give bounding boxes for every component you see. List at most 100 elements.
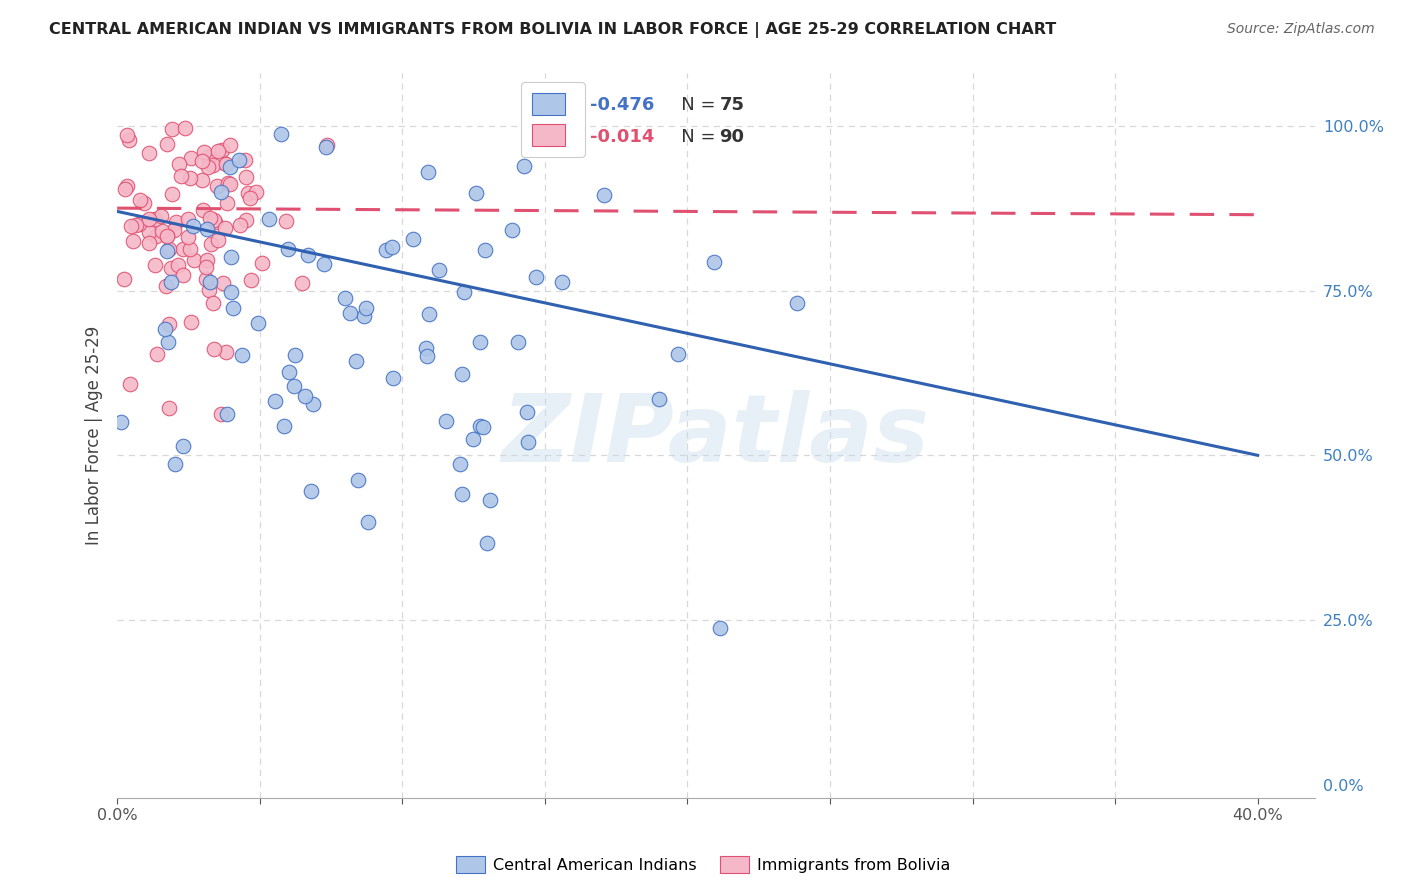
Point — [217, 408, 239, 422]
Point — [239, 191, 262, 205]
Point — [472, 420, 495, 434]
Point — [143, 211, 166, 226]
Text: R =: R = — [554, 128, 593, 145]
Point — [501, 223, 523, 237]
Point — [118, 133, 141, 147]
Text: -0.476: -0.476 — [591, 95, 655, 114]
Point — [257, 212, 280, 227]
Point — [382, 371, 405, 385]
Point — [163, 223, 186, 237]
Point — [156, 335, 179, 350]
Point — [513, 160, 536, 174]
Legend: Central American Indians, Immigrants from Bolivia: Central American Indians, Immigrants fro… — [450, 849, 956, 880]
Point — [239, 273, 262, 287]
Point — [315, 140, 337, 154]
Text: R =: R = — [554, 95, 593, 114]
Point — [415, 341, 437, 355]
Point — [177, 211, 200, 226]
Point — [219, 138, 242, 153]
Point — [215, 345, 238, 359]
Point — [648, 392, 671, 406]
Point — [219, 250, 242, 264]
Text: CENTRAL AMERICAN INDIAN VS IMMIGRANTS FROM BOLIVIA IN LABOR FORCE | AGE 25-29 CO: CENTRAL AMERICAN INDIAN VS IMMIGRANTS FR… — [49, 22, 1056, 38]
Point — [209, 408, 232, 422]
Point — [465, 186, 488, 200]
Text: -0.014: -0.014 — [591, 128, 655, 145]
Point — [138, 236, 160, 251]
Point — [524, 269, 547, 284]
Point — [550, 275, 572, 289]
Point — [221, 301, 243, 316]
Point — [219, 178, 242, 192]
Point — [156, 244, 179, 258]
Point — [160, 260, 183, 275]
Point — [209, 185, 232, 199]
Point — [156, 137, 179, 152]
Point — [218, 161, 240, 175]
Point — [228, 219, 250, 233]
Point — [245, 185, 267, 199]
Point — [506, 335, 529, 350]
Point — [170, 169, 193, 184]
Point — [172, 439, 194, 453]
Point — [709, 621, 731, 635]
Point — [270, 127, 292, 141]
Point — [110, 415, 132, 429]
Point — [236, 186, 259, 200]
Point — [263, 394, 285, 409]
Text: N =: N = — [665, 95, 721, 114]
Point — [273, 418, 295, 433]
Point — [277, 243, 299, 257]
Point — [302, 396, 325, 410]
Point — [666, 347, 689, 361]
Point — [375, 243, 398, 257]
Point — [197, 150, 219, 164]
Text: 90: 90 — [720, 128, 745, 145]
Point — [474, 243, 496, 257]
Point — [125, 219, 148, 233]
Point — [179, 243, 201, 257]
Point — [434, 414, 457, 428]
Point — [294, 389, 316, 403]
Point — [201, 296, 224, 310]
Point — [217, 176, 239, 190]
Point — [120, 376, 142, 391]
Point — [156, 229, 179, 244]
Point — [179, 171, 201, 186]
Point — [217, 196, 239, 211]
Legend: , : , — [522, 82, 585, 157]
Point — [193, 145, 215, 160]
Point — [211, 143, 233, 157]
Text: N =: N = — [665, 128, 721, 145]
Point — [211, 154, 233, 169]
Point — [195, 252, 218, 267]
Point — [470, 419, 492, 434]
Point — [202, 158, 225, 172]
Point — [162, 122, 184, 136]
Point — [120, 219, 142, 233]
Point — [339, 306, 361, 320]
Point — [314, 258, 336, 272]
Point — [478, 493, 501, 508]
Point — [252, 256, 274, 270]
Point — [176, 230, 198, 244]
Point — [112, 272, 135, 286]
Point — [155, 322, 177, 336]
Point — [115, 178, 138, 193]
Point — [169, 157, 191, 171]
Point — [247, 316, 270, 330]
Point — [193, 202, 215, 217]
Point — [278, 365, 301, 379]
Point — [450, 368, 472, 382]
Point — [157, 401, 180, 416]
Point — [155, 279, 177, 293]
Point — [219, 285, 242, 299]
Point — [402, 232, 425, 246]
Point — [156, 229, 179, 244]
Point — [195, 222, 218, 236]
Point — [475, 536, 498, 550]
Text: ZIPatlas: ZIPatlas — [502, 390, 929, 482]
Point — [517, 434, 540, 449]
Point — [451, 487, 474, 501]
Point — [354, 301, 377, 316]
